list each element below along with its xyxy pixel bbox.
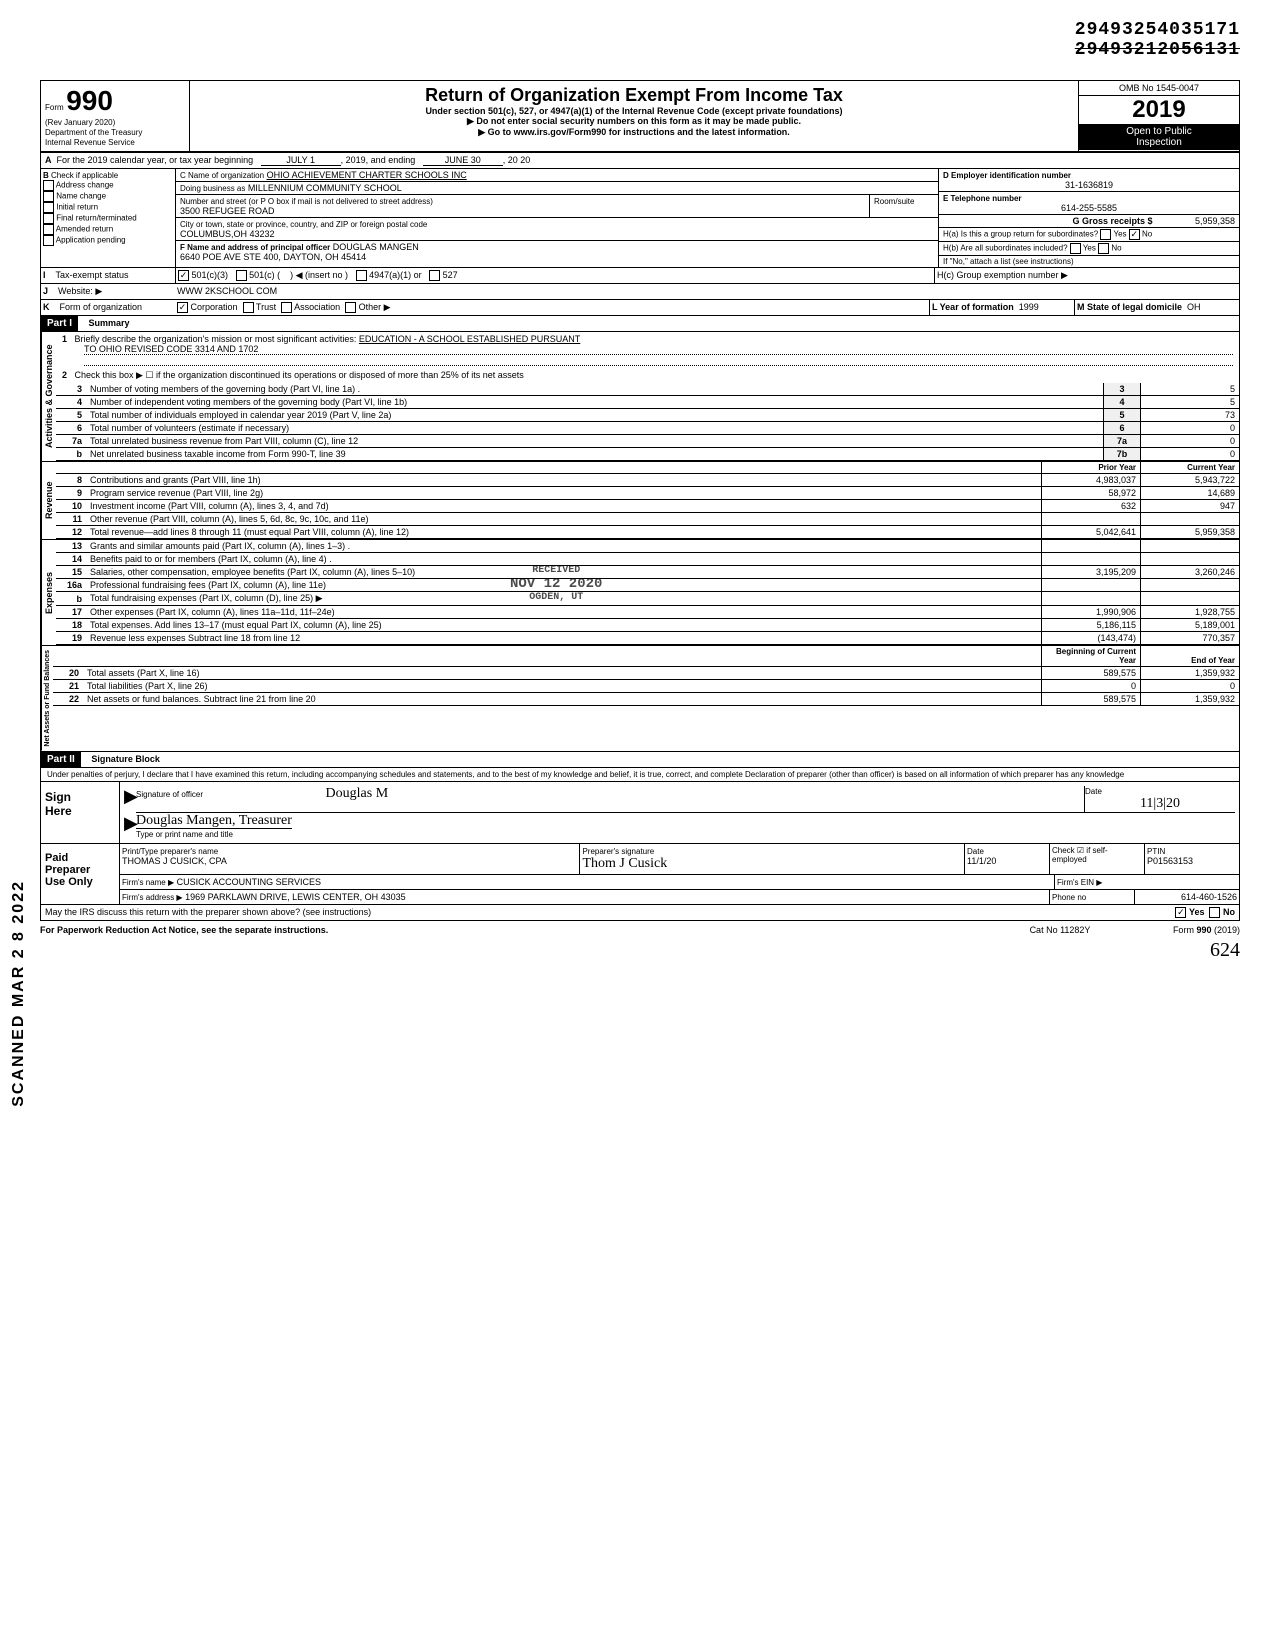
omb-number: OMB No 1545-0047	[1079, 81, 1239, 96]
form-title: Return of Organization Exempt From Incom…	[194, 85, 1074, 106]
tax-year: 2019	[1079, 96, 1239, 124]
part1-header: Part I	[41, 316, 78, 331]
vert-expenses: Expenses	[41, 540, 56, 645]
vert-revenue: Revenue	[41, 462, 56, 539]
entity-info-block: B Check if applicable Address change Nam…	[40, 169, 1240, 268]
form-number: 990	[66, 85, 113, 116]
form-header: Form 990 (Rev January 2020) Department o…	[40, 80, 1240, 153]
part2-header: Part II	[41, 752, 81, 767]
expenses-table: 13Grants and similar amounts paid (Part …	[56, 540, 1239, 645]
declaration: Under penalties of perjury, I declare th…	[40, 768, 1240, 782]
barcode-stamp: 29493254035171 29493212056131	[40, 20, 1240, 60]
governance-table: 3Number of voting members of the governi…	[56, 383, 1239, 461]
vert-governance: Activities & Governance	[41, 332, 56, 461]
handwritten-note: 624	[40, 939, 1240, 962]
scanned-stamp: SCANNED MAR 2 8 2022	[10, 880, 28, 1107]
netassets-table: Beginning of Current Year End of Year 20…	[53, 646, 1239, 706]
sign-here-label: SignHere	[41, 782, 120, 843]
vert-netassets: Net Assets or Fund Balances	[41, 646, 53, 751]
revenue-table: Prior Year Current Year 8Contributions a…	[56, 462, 1239, 539]
paid-preparer-label: PaidPreparerUse Only	[41, 844, 120, 904]
